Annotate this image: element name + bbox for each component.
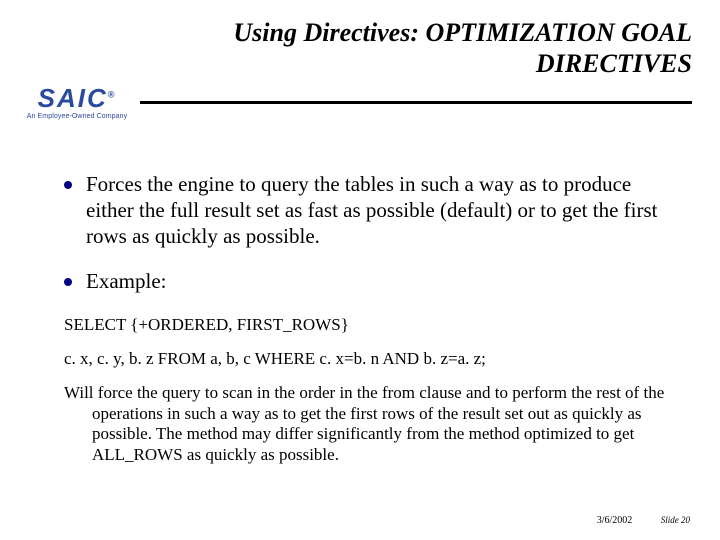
slide-title-line1: Using Directives: OPTIMIZATION GOAL <box>152 18 692 49</box>
logo: SAIC® An Employee-Owned Company <box>22 85 132 120</box>
bullet-icon <box>64 181 72 189</box>
bullet-text: Example: <box>86 269 166 295</box>
code-line: c. x, c. y, b. z FROM a, b, c WHERE c. x… <box>64 349 682 369</box>
bullet-icon <box>64 278 72 286</box>
logo-tagline: An Employee-Owned Company <box>22 113 132 120</box>
footer-date: 3/6/2002 <box>597 515 633 526</box>
logo-text: SAIC® <box>22 85 132 111</box>
slide: Using Directives: OPTIMIZATION GOAL DIRE… <box>0 0 720 540</box>
slide-title-line2: DIRECTIVES <box>152 49 692 80</box>
explanation-text: Will force the query to scan in the orde… <box>92 383 682 466</box>
header-row: SAIC® An Employee-Owned Company <box>22 85 692 120</box>
logo-letters: SAIC <box>38 83 108 113</box>
bullet-text: Forces the engine to query the tables in… <box>86 172 682 249</box>
body: Forces the engine to query the tables in… <box>22 172 692 465</box>
bullet-item: Example: <box>64 269 682 295</box>
footer: 3/6/2002 Slide 20 <box>597 515 690 526</box>
code-line: SELECT {+ORDERED, FIRST_ROWS} <box>64 315 682 335</box>
footer-slide-number: Slide 20 <box>661 515 690 525</box>
registered-icon: ® <box>108 90 117 100</box>
horizontal-rule <box>140 101 692 104</box>
bullet-item: Forces the engine to query the tables in… <box>64 172 682 249</box>
title-block: Using Directives: OPTIMIZATION GOAL DIRE… <box>152 18 692 79</box>
